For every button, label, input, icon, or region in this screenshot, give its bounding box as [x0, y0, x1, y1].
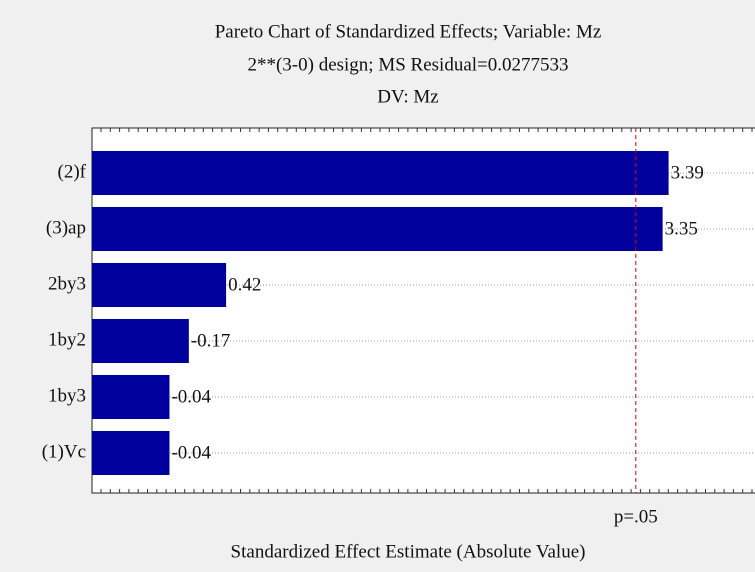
value-label: -0.17	[191, 330, 231, 351]
y-tick-label: 2by3	[48, 273, 86, 294]
chart-title: Pareto Chart of Standardized Effects; Va…	[215, 21, 602, 42]
value-label: 3.39	[671, 162, 704, 183]
bar	[92, 431, 170, 475]
chart-subtitle: 2**(3-0) design; MS Residual=0.0277533	[247, 54, 568, 75]
value-label: 0.42	[228, 274, 261, 295]
y-tick-label: 1by3	[48, 385, 86, 406]
x-axis-label: Standardized Effect Estimate (Absolute V…	[231, 541, 586, 562]
y-tick-label: (2)f	[58, 161, 87, 182]
value-label: -0.04	[171, 442, 211, 463]
chart-subtitle: DV: Mz	[377, 86, 438, 107]
y-tick-label: 1by2	[48, 329, 86, 350]
value-label: 3.35	[665, 218, 698, 239]
value-label: -0.04	[171, 386, 211, 407]
bar	[92, 207, 663, 251]
reference-label: p=.05	[614, 506, 658, 527]
bar	[92, 375, 170, 419]
y-tick-label: (1)Vc	[42, 441, 86, 462]
bar	[92, 263, 227, 307]
y-tick-label: (3)ap	[46, 217, 86, 238]
bar	[92, 151, 669, 195]
bar	[92, 319, 189, 363]
